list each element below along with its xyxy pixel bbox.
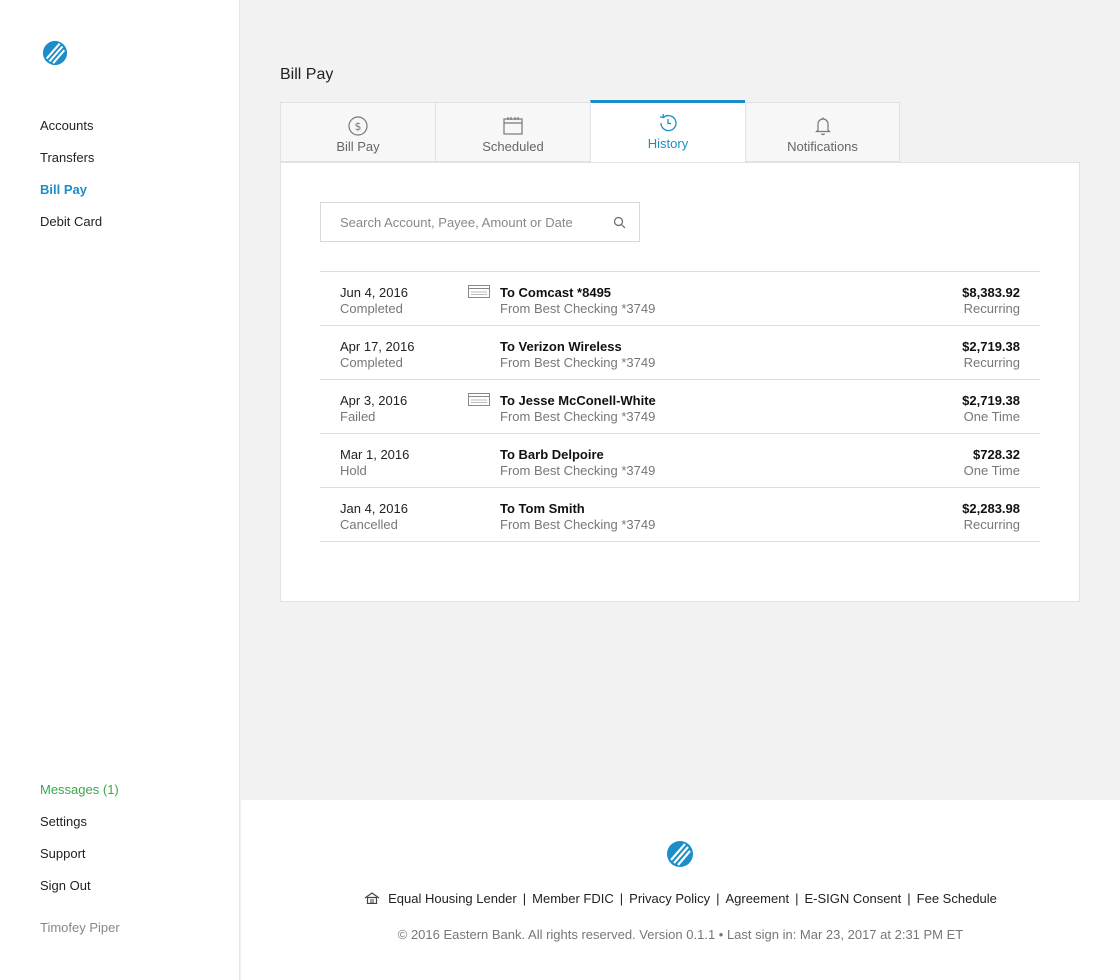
nav-item-accounts[interactable]: Accounts bbox=[40, 118, 94, 133]
payment-date: Jun 4, 2016 bbox=[340, 285, 408, 300]
history-row[interactable]: Jun 4, 2016 Completed To Comcast *8495 F… bbox=[320, 272, 1040, 326]
footer-link-agreement[interactable]: Agreement bbox=[725, 891, 790, 906]
payment-status: Completed bbox=[340, 355, 403, 370]
history-row[interactable]: Jan 4, 2016 Cancelled To Tom Smith From … bbox=[320, 488, 1040, 542]
separator: | bbox=[619, 891, 624, 906]
payee-name: To Verizon Wireless bbox=[500, 339, 622, 354]
history-row[interactable]: Apr 3, 2016 Failed To Jesse McConell-Whi… bbox=[320, 380, 1040, 434]
history-icon bbox=[659, 113, 677, 132]
payment-date: Apr 3, 2016 bbox=[340, 393, 408, 408]
source-account: From Best Checking *3749 bbox=[500, 409, 656, 424]
payment-amount: $728.32 bbox=[973, 447, 1020, 462]
footer: Equal Housing Lender | Member FDIC | Privacy… bbox=[241, 800, 1120, 980]
eastern-bank-logo[interactable] bbox=[40, 40, 70, 66]
payment-status: Cancelled bbox=[340, 517, 398, 532]
svg-text:$: $ bbox=[355, 120, 362, 133]
equal-housing-icon bbox=[364, 892, 380, 904]
tab-label: Notifications bbox=[787, 139, 858, 154]
nav-item-debit-card[interactable]: Debit Card bbox=[40, 214, 103, 229]
separator: | bbox=[522, 891, 527, 906]
payment-amount: $2,719.38 bbox=[962, 339, 1020, 354]
bell-icon bbox=[814, 117, 831, 136]
page-title: Bill Pay bbox=[280, 66, 334, 83]
payment-date: Apr 17, 2016 bbox=[340, 339, 415, 354]
source-account: From Best Checking *3749 bbox=[500, 301, 656, 316]
history-panel: Search Account, Payee, Amount or Date Ju… bbox=[280, 162, 1080, 602]
payment-date: Jan 4, 2016 bbox=[340, 501, 408, 516]
separator: | bbox=[907, 891, 911, 906]
payment-frequency: One Time bbox=[963, 409, 1020, 424]
source-account: From Best Checking *3749 bbox=[500, 463, 656, 478]
payee-name: To Jesse McConell-White bbox=[500, 393, 656, 408]
footer-link-privacy-policy[interactable]: Privacy Policy bbox=[629, 891, 711, 906]
payee-name: To Barb Delpoire bbox=[500, 447, 604, 462]
search-placeholder: Search Account, Payee, Amount or Date bbox=[340, 215, 573, 230]
copyright-text: © 2016 Eastern Bank. All rights reserved… bbox=[397, 927, 964, 942]
nav-item-transfers[interactable]: Transfers bbox=[40, 150, 95, 165]
nav-item-settings[interactable]: Settings bbox=[40, 814, 87, 829]
check-icon bbox=[468, 285, 490, 298]
payment-amount: $2,283.98 bbox=[962, 501, 1020, 516]
payment-amount: $8,383.92 bbox=[962, 285, 1020, 300]
check-icon bbox=[468, 393, 490, 406]
eastern-bank-logo[interactable] bbox=[665, 840, 695, 868]
payment-amount: $2,719.38 bbox=[962, 393, 1020, 408]
payment-frequency: Recurring bbox=[963, 301, 1020, 316]
footer-link-esign-consent[interactable]: E-SIGN Consent bbox=[804, 891, 902, 906]
tab-label: Scheduled bbox=[482, 139, 544, 154]
source-account: From Best Checking *3749 bbox=[500, 517, 656, 532]
tab-history[interactable]: History bbox=[590, 100, 745, 163]
tab-notifications[interactable]: Notifications bbox=[745, 102, 900, 162]
secondary-nav: Messages (1) Settings Support Sign Out bbox=[40, 782, 119, 910]
payment-history-list: Jun 4, 2016 Completed To Comcast *8495 F… bbox=[320, 271, 1040, 542]
payee-name: To Comcast *8495 bbox=[500, 285, 612, 300]
footer-link-equal-housing[interactable]: Equal Housing Lender bbox=[388, 891, 517, 906]
tab-scheduled[interactable]: Scheduled bbox=[435, 102, 590, 162]
payee-name: To Tom Smith bbox=[500, 501, 585, 516]
tab-bill-pay[interactable]: $ Bill Pay bbox=[280, 102, 435, 162]
payment-date: Mar 1, 2016 bbox=[340, 447, 410, 462]
user-name: Timofey Piper bbox=[40, 920, 120, 935]
nav-item-sign-out[interactable]: Sign Out bbox=[40, 878, 91, 893]
search-icon[interactable] bbox=[613, 216, 626, 229]
payment-frequency: Recurring bbox=[963, 355, 1020, 370]
tab-label: Bill Pay bbox=[336, 139, 380, 154]
separator: | bbox=[795, 891, 799, 906]
sidebar: Accounts Transfers Bill Pay Debit Card M… bbox=[0, 0, 240, 980]
source-account: From Best Checking *3749 bbox=[500, 355, 656, 370]
tab-label: History bbox=[647, 136, 689, 151]
tab-bar: $ Bill Pay Scheduled History Notificatio… bbox=[280, 100, 900, 163]
calendar-icon bbox=[503, 117, 523, 135]
nav-item-messages[interactable]: Messages (1) bbox=[40, 782, 119, 797]
primary-nav: Accounts Transfers Bill Pay Debit Card bbox=[40, 118, 102, 246]
dollar-circle-icon: $ bbox=[348, 116, 368, 136]
payment-status: Completed bbox=[340, 301, 403, 316]
payment-status: Failed bbox=[340, 409, 376, 424]
nav-item-bill-pay[interactable]: Bill Pay bbox=[40, 182, 87, 197]
search-input[interactable]: Search Account, Payee, Amount or Date bbox=[320, 202, 640, 242]
footer-link-member-fdic[interactable]: Member FDIC bbox=[532, 891, 614, 906]
footer-link-fee-schedule[interactable]: Fee Schedule bbox=[916, 891, 997, 906]
history-row[interactable]: Mar 1, 2016 Hold To Barb Delpoire From B… bbox=[320, 434, 1040, 488]
payment-frequency: One Time bbox=[963, 463, 1020, 478]
separator: | bbox=[716, 891, 720, 906]
history-row[interactable]: Apr 17, 2016 Completed To Verizon Wirele… bbox=[320, 326, 1040, 380]
nav-item-support[interactable]: Support bbox=[40, 846, 86, 861]
payment-frequency: Recurring bbox=[963, 517, 1020, 532]
footer-links: Equal Housing Lender | Member FDIC | Privacy… bbox=[241, 891, 1120, 906]
payment-status: Hold bbox=[340, 463, 367, 478]
